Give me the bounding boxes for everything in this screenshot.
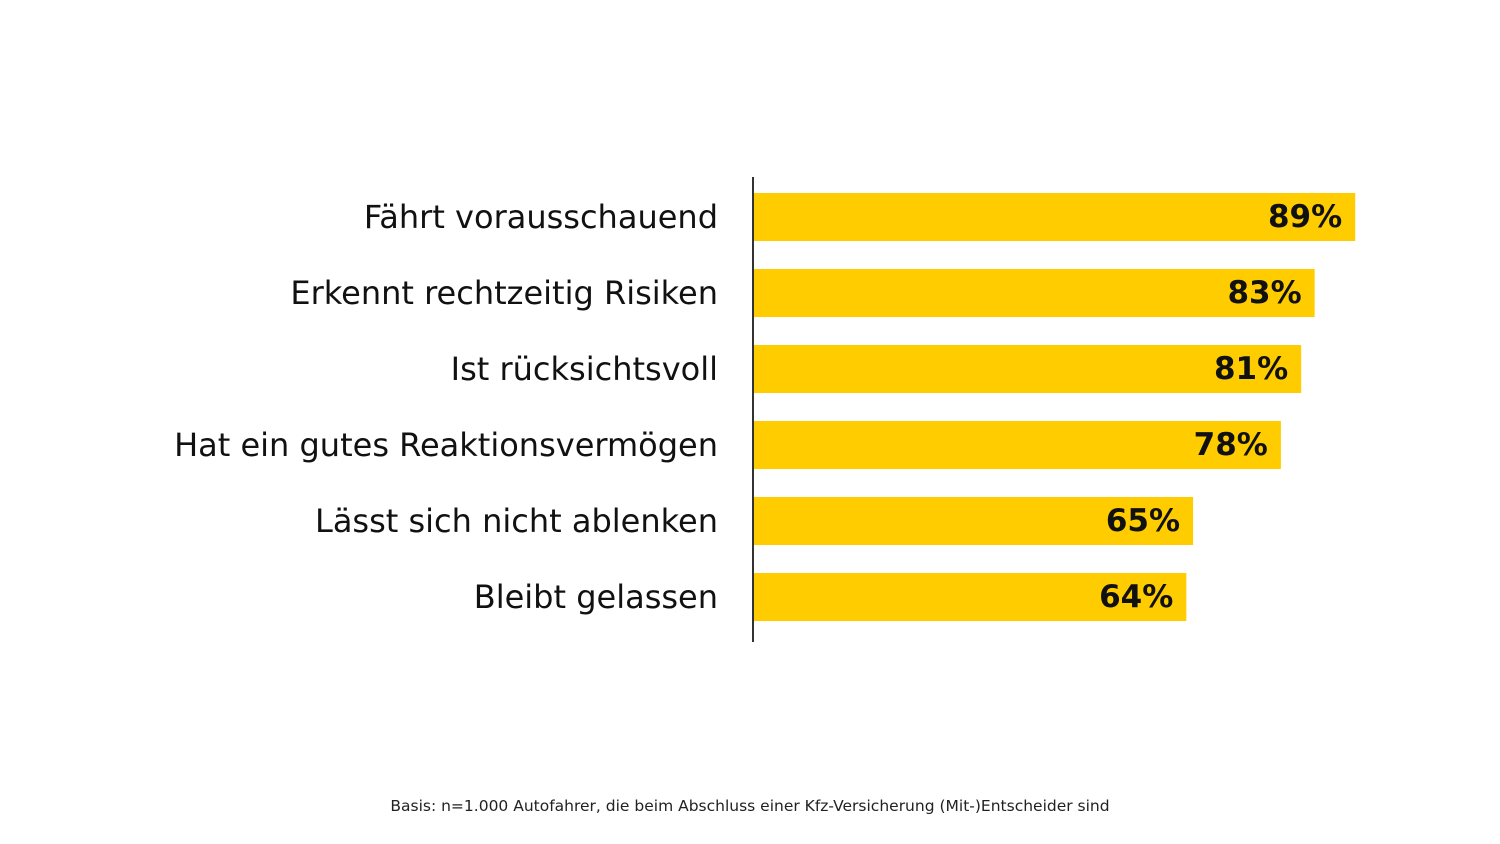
category-label: Erkennt rechtzeitig Risiken: [290, 274, 718, 312]
category-label: Lässt sich nicht ablenken: [315, 502, 718, 540]
bar: [754, 193, 1356, 241]
value-label: 83%: [1227, 275, 1301, 311]
value-label: 64%: [1099, 579, 1173, 615]
value-label: 78%: [1194, 427, 1268, 463]
category-label: Ist rücksichtsvoll: [451, 350, 718, 388]
category-label: Bleibt gelassen: [474, 578, 718, 616]
category-label: Fährt vorausschauend: [364, 198, 718, 236]
value-label: 89%: [1268, 199, 1342, 235]
footnote: Basis: n=1.000 Autofahrer, die beim Absc…: [390, 797, 1110, 815]
bar: [754, 497, 1194, 545]
category-label: Hat ein gutes Reaktionsvermögen: [174, 426, 718, 464]
value-label: 81%: [1214, 351, 1288, 387]
value-label: 65%: [1106, 503, 1180, 539]
bar: [754, 421, 1281, 469]
bar: [754, 345, 1302, 393]
bars-group: Fährt vorausschauend 89% Erkennt rechtzeit…: [174, 193, 1356, 621]
bar: [754, 269, 1315, 317]
bar: [754, 573, 1187, 621]
